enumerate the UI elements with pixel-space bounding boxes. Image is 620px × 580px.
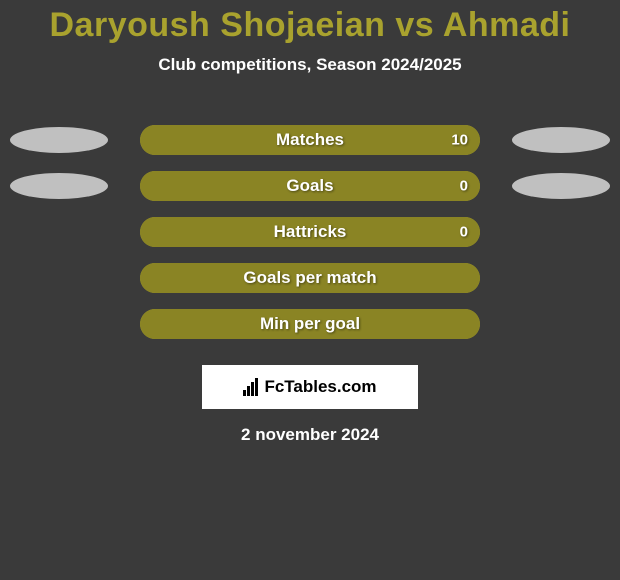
page-subtitle: Club competitions, Season 2024/2025 (0, 55, 620, 75)
stat-row-goals-per-match: Goals per match (0, 255, 620, 301)
stat-bar: Goals 0 (140, 171, 480, 201)
stat-bar: Hattricks 0 (140, 217, 480, 247)
stat-row-hattricks: Hattricks 0 (0, 209, 620, 255)
stat-label: Hattricks (274, 222, 347, 242)
stat-value: 10 (451, 132, 468, 149)
stat-bar: Goals per match (140, 263, 480, 293)
stat-label: Goals (286, 176, 333, 196)
date-text: 2 november 2024 (0, 425, 620, 445)
stat-label: Matches (276, 130, 344, 150)
stat-value: 0 (460, 224, 468, 241)
stat-row-min-per-goal: Min per goal (0, 301, 620, 347)
brand-box: FcTables.com (202, 365, 418, 409)
bar-chart-icon (243, 378, 258, 396)
comparison-infographic: Daryoush Shojaeian vs Ahmadi Club compet… (0, 0, 620, 580)
page-title: Daryoush Shojaeian vs Ahmadi (0, 0, 620, 45)
stat-label: Goals per match (243, 268, 376, 288)
stat-rows: Matches 10 Goals 0 Hattricks 0 (0, 117, 620, 347)
stat-label: Min per goal (260, 314, 360, 334)
stat-bar: Matches 10 (140, 125, 480, 155)
right-marker-oval (512, 127, 610, 153)
stat-bar: Min per goal (140, 309, 480, 339)
left-marker-oval (10, 127, 108, 153)
brand-text: FcTables.com (264, 377, 376, 397)
stat-row-goals: Goals 0 (0, 163, 620, 209)
right-marker-oval (512, 173, 610, 199)
stat-row-matches: Matches 10 (0, 117, 620, 163)
stat-value: 0 (460, 178, 468, 195)
left-marker-oval (10, 173, 108, 199)
